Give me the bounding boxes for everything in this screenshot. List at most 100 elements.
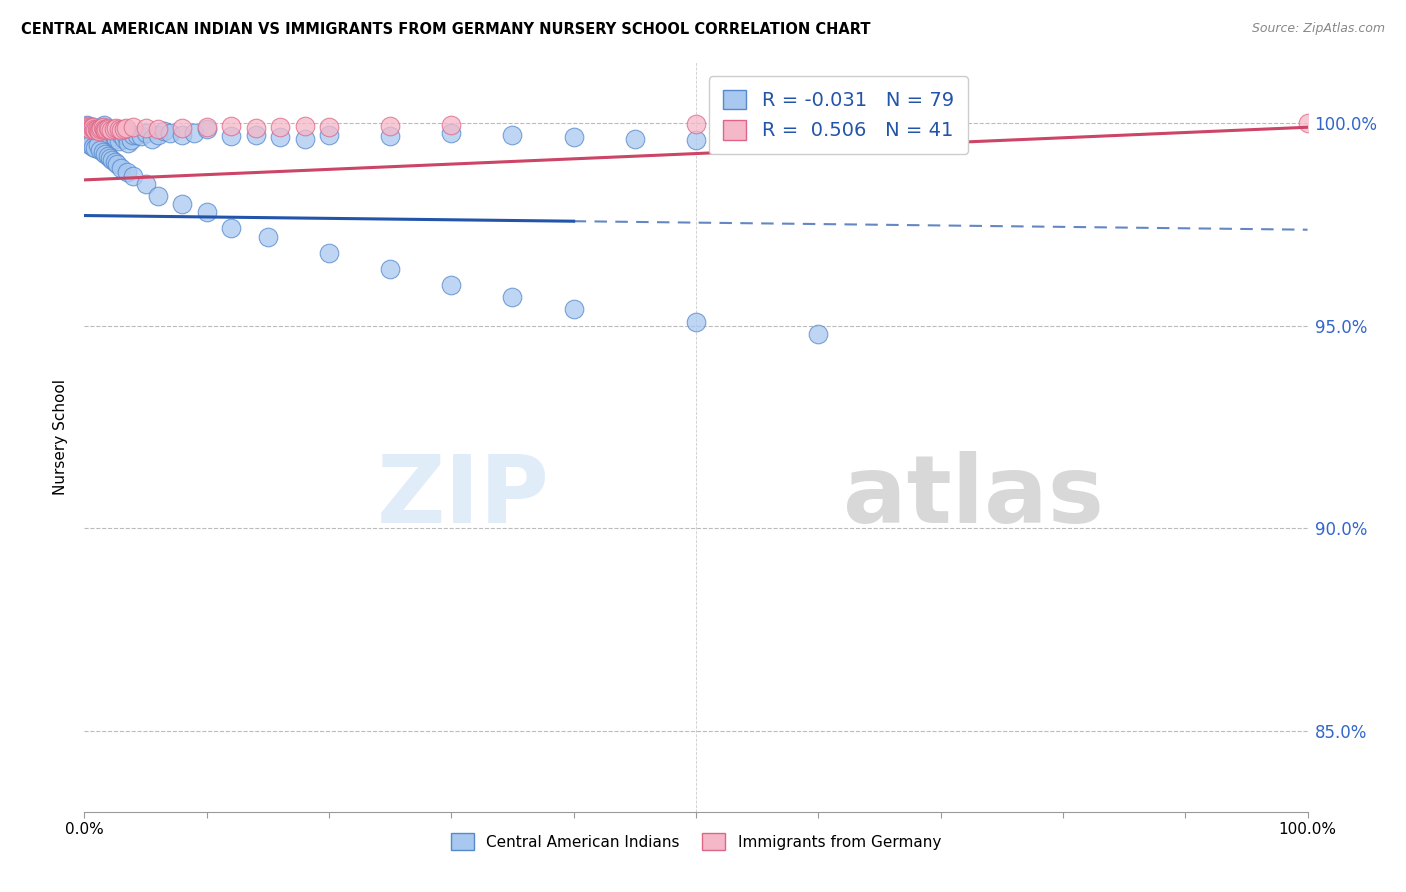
Point xyxy=(87,126,110,140)
Point xyxy=(195,120,218,135)
Point xyxy=(84,141,107,155)
Point xyxy=(219,129,242,144)
Point xyxy=(90,121,112,136)
Point xyxy=(562,130,585,145)
Point xyxy=(107,135,129,149)
Point xyxy=(105,132,128,146)
Point xyxy=(125,128,148,142)
Point xyxy=(87,124,110,138)
Point xyxy=(103,129,125,144)
Point xyxy=(96,128,118,143)
Point xyxy=(84,123,107,137)
Point xyxy=(929,117,952,131)
Point xyxy=(76,120,98,134)
Point xyxy=(135,177,157,191)
Point xyxy=(219,221,242,235)
Point xyxy=(183,126,205,140)
Point xyxy=(97,148,120,162)
Point xyxy=(146,128,169,143)
Point xyxy=(294,120,316,134)
Point xyxy=(115,121,138,136)
Point xyxy=(110,128,132,143)
Text: atlas: atlas xyxy=(842,451,1104,543)
Point xyxy=(96,122,118,136)
Point xyxy=(94,122,117,136)
Point xyxy=(79,122,101,136)
Point xyxy=(318,128,340,142)
Point xyxy=(685,315,707,329)
Point xyxy=(86,122,108,136)
Point xyxy=(245,128,267,142)
Point xyxy=(94,123,117,137)
Point xyxy=(107,122,129,136)
Point xyxy=(122,169,145,183)
Point xyxy=(440,278,463,293)
Point xyxy=(87,138,110,153)
Point xyxy=(91,120,114,135)
Point xyxy=(98,151,121,165)
Point xyxy=(318,245,340,260)
Point xyxy=(440,118,463,132)
Point xyxy=(100,123,122,137)
Point xyxy=(101,153,124,167)
Point xyxy=(97,132,120,146)
Point xyxy=(77,122,100,136)
Point xyxy=(172,121,194,136)
Point xyxy=(146,122,169,136)
Point xyxy=(195,205,218,219)
Point xyxy=(269,130,291,145)
Point xyxy=(117,136,139,151)
Point xyxy=(82,120,104,135)
Point xyxy=(115,165,138,179)
Point xyxy=(77,136,100,151)
Point xyxy=(77,121,100,136)
Point xyxy=(105,121,128,136)
Point xyxy=(502,290,524,304)
Point xyxy=(146,189,169,203)
Point xyxy=(90,122,112,136)
Legend: Central American Indians, Immigrants from Germany: Central American Indians, Immigrants fro… xyxy=(444,827,948,856)
Point xyxy=(89,143,111,157)
Point xyxy=(269,120,291,135)
Point xyxy=(502,128,524,143)
Point xyxy=(87,123,110,137)
Point xyxy=(135,126,157,140)
Point xyxy=(172,197,194,211)
Point xyxy=(122,128,145,143)
Point xyxy=(76,118,98,132)
Text: ZIP: ZIP xyxy=(377,451,550,543)
Point xyxy=(110,123,132,137)
Point xyxy=(112,122,135,136)
Point xyxy=(86,124,108,138)
Point xyxy=(83,122,105,136)
Point xyxy=(219,120,242,134)
Point xyxy=(120,133,142,147)
Point xyxy=(135,121,157,136)
Y-axis label: Nursery School: Nursery School xyxy=(53,379,69,495)
Point xyxy=(159,126,181,140)
Point xyxy=(807,326,830,341)
Point xyxy=(318,120,340,135)
Point xyxy=(245,121,267,136)
Point xyxy=(100,130,122,145)
Point xyxy=(104,154,127,169)
Point xyxy=(685,133,707,147)
Text: CENTRAL AMERICAN INDIAN VS IMMIGRANTS FROM GERMANY NURSERY SCHOOL CORRELATION CH: CENTRAL AMERICAN INDIAN VS IMMIGRANTS FR… xyxy=(21,22,870,37)
Text: Source: ZipAtlas.com: Source: ZipAtlas.com xyxy=(1251,22,1385,36)
Point xyxy=(80,126,103,140)
Point xyxy=(440,126,463,140)
Point xyxy=(153,124,176,138)
Point xyxy=(93,122,115,136)
Point xyxy=(79,124,101,138)
Point xyxy=(94,146,117,161)
Point xyxy=(105,157,128,171)
Point xyxy=(1296,116,1319,130)
Point xyxy=(77,120,100,135)
Point xyxy=(79,138,101,153)
Point xyxy=(82,140,104,154)
Point xyxy=(380,119,402,133)
Point xyxy=(122,120,145,135)
Point xyxy=(89,132,111,146)
Point xyxy=(110,161,132,175)
Point xyxy=(82,120,104,135)
